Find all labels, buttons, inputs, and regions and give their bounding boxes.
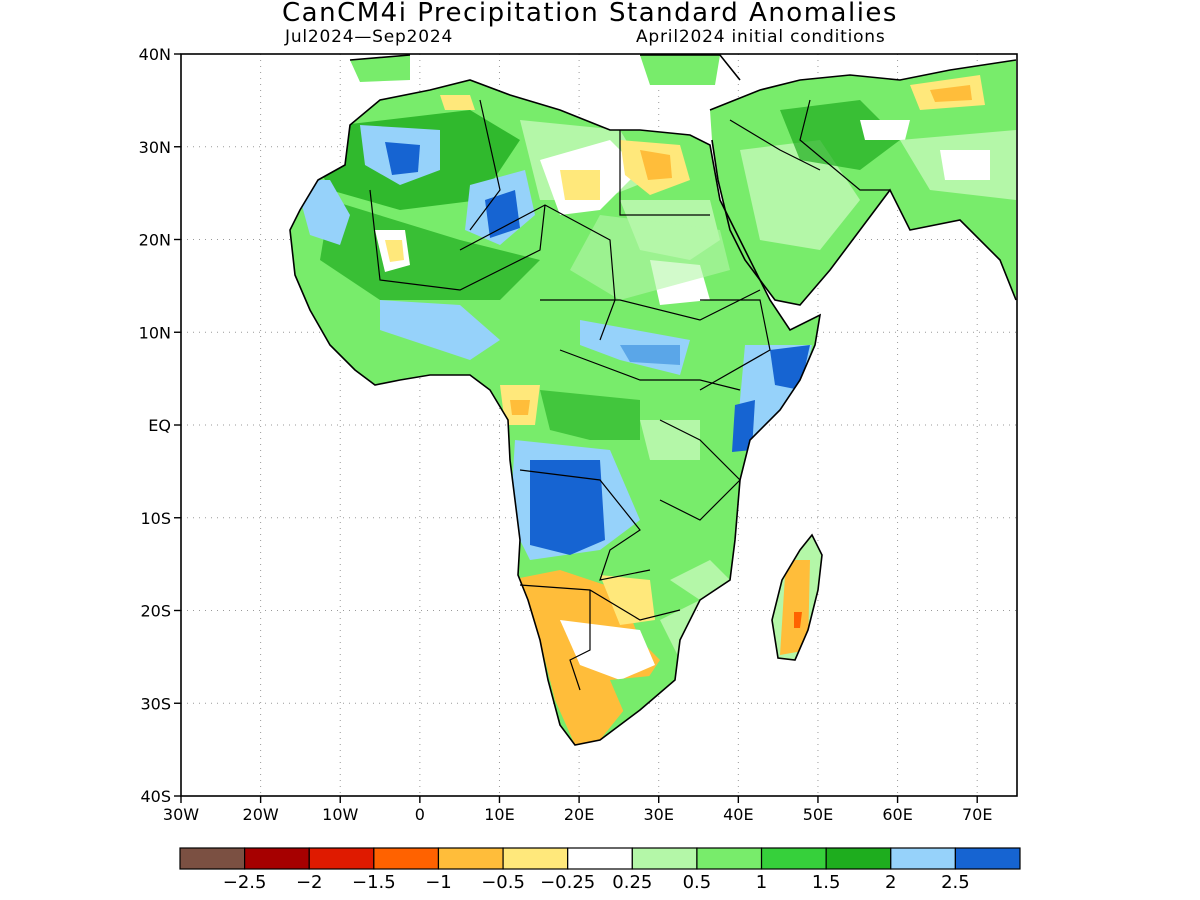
- colorbar-label: −1: [425, 872, 452, 893]
- lon-tick-label: 40E: [723, 805, 753, 824]
- lon-tick-label: 10E: [484, 805, 514, 824]
- colorbar-swatch: [373, 847, 440, 870]
- colorbar-swatch: [954, 847, 1021, 870]
- colorbar-label: 1.5: [812, 872, 841, 893]
- lat-tick-label: 30N: [139, 138, 171, 157]
- colorbar-label: 0.5: [683, 872, 712, 893]
- lat-tick-label: 10S: [140, 509, 171, 528]
- lat-tick-label: 10N: [139, 323, 171, 342]
- colorbar-swatch: [502, 847, 569, 870]
- lon-tick-label: 70E: [962, 805, 992, 824]
- lat-tick-label: EQ: [148, 416, 171, 435]
- lat-tick-label: 20S: [140, 602, 171, 621]
- colorbar-swatch: [825, 847, 892, 870]
- initial-conditions: April2024 initial conditions: [636, 27, 886, 47]
- lat-tick-label: 30S: [140, 694, 171, 713]
- lon-tick-label: 10W: [322, 805, 358, 824]
- colorbar-label: 1: [756, 872, 767, 893]
- chart-title: CanCM4i Precipitation Standard Anomalies: [282, 0, 898, 28]
- map-frame: [180, 53, 1018, 797]
- lat-tick-label: 40N: [139, 45, 171, 64]
- colorbar-swatch: [567, 847, 633, 870]
- colorbar-swatch: [760, 847, 827, 870]
- colorbar: −2.5 −2 −1.5 −1 −0.5 −0.25 0.25 0.5 1 1.5 2 2.5: [179, 847, 1021, 893]
- colorbar-swatch: [631, 847, 698, 870]
- colorbar-swatch: [244, 847, 310, 870]
- colorbar-label: −0.25: [540, 872, 595, 893]
- country-borders: [369, 99, 890, 691]
- colorbar-swatch: [308, 847, 375, 870]
- colorbar-swatch: [437, 847, 504, 870]
- anomaly-field: [290, 55, 1016, 745]
- colorbar-label: −0.5: [481, 872, 525, 893]
- colorbar-swatch: [696, 847, 763, 870]
- colorbar-label: 2.5: [941, 872, 970, 893]
- lon-tick-label: 50E: [803, 805, 833, 824]
- colorbar-label: −2: [296, 872, 323, 893]
- lat-tick-label: 40S: [140, 787, 171, 806]
- lon-tick-label: 0: [415, 805, 425, 824]
- lon-tick-label: 30E: [643, 805, 673, 824]
- lon-tick-label: 20E: [564, 805, 594, 824]
- colorbar-label: −1.5: [352, 872, 396, 893]
- colorbar-swatch: [890, 847, 956, 870]
- colorbar-label: −2.5: [223, 872, 267, 893]
- colorbar-label: 0.25: [612, 872, 652, 893]
- lon-tick-label: 30W: [163, 805, 199, 824]
- lon-tick-label: 60E: [882, 805, 912, 824]
- colorbar-label: 2: [885, 872, 896, 893]
- colorbar-swatch: [179, 847, 246, 870]
- lon-tick-label: 20W: [243, 805, 279, 824]
- lat-tick-label: 20N: [139, 231, 171, 250]
- forecast-period: Jul2024—Sep2024: [285, 27, 454, 47]
